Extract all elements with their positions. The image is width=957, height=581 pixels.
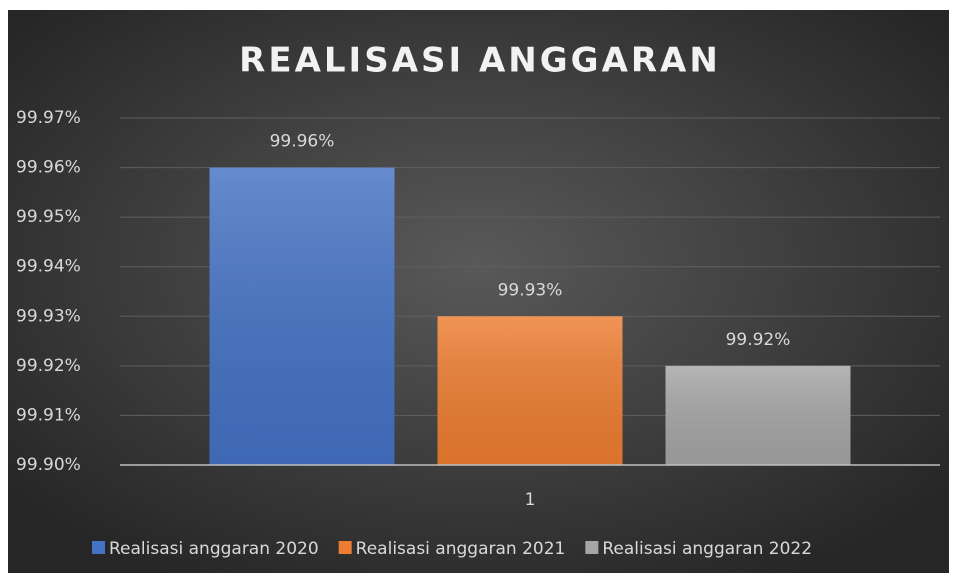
data-label: 99.93% bbox=[498, 280, 563, 300]
bar-shine bbox=[665, 365, 851, 465]
data-label: 99.92% bbox=[726, 330, 791, 350]
legend-label: Realisasi anggaran 2021 bbox=[356, 539, 566, 559]
bar-shine bbox=[209, 167, 395, 466]
y-tick-label: 99.96% bbox=[16, 158, 81, 178]
legend-swatch bbox=[92, 541, 105, 554]
chart-background bbox=[8, 10, 949, 573]
y-tick-label: 99.90% bbox=[16, 455, 81, 475]
y-tick-label: 99.97% bbox=[16, 108, 81, 128]
y-tick-label: 99.92% bbox=[16, 356, 81, 376]
chart-title: REALISASI ANGGARAN bbox=[239, 41, 721, 81]
y-tick-label: 99.91% bbox=[16, 405, 81, 425]
bar-shine bbox=[437, 316, 623, 465]
data-label: 99.96% bbox=[270, 132, 335, 152]
x-tick-label: 1 bbox=[525, 490, 536, 510]
legend-swatch bbox=[585, 541, 599, 554]
y-tick-label: 99.94% bbox=[16, 257, 81, 277]
y-tick-label: 99.93% bbox=[16, 306, 81, 326]
legend-label: Realisasi anggaran 2022 bbox=[602, 539, 812, 559]
legend-swatch bbox=[338, 541, 352, 554]
legend-label: Realisasi anggaran 2020 bbox=[109, 539, 319, 559]
y-tick-label: 99.95% bbox=[16, 207, 81, 227]
